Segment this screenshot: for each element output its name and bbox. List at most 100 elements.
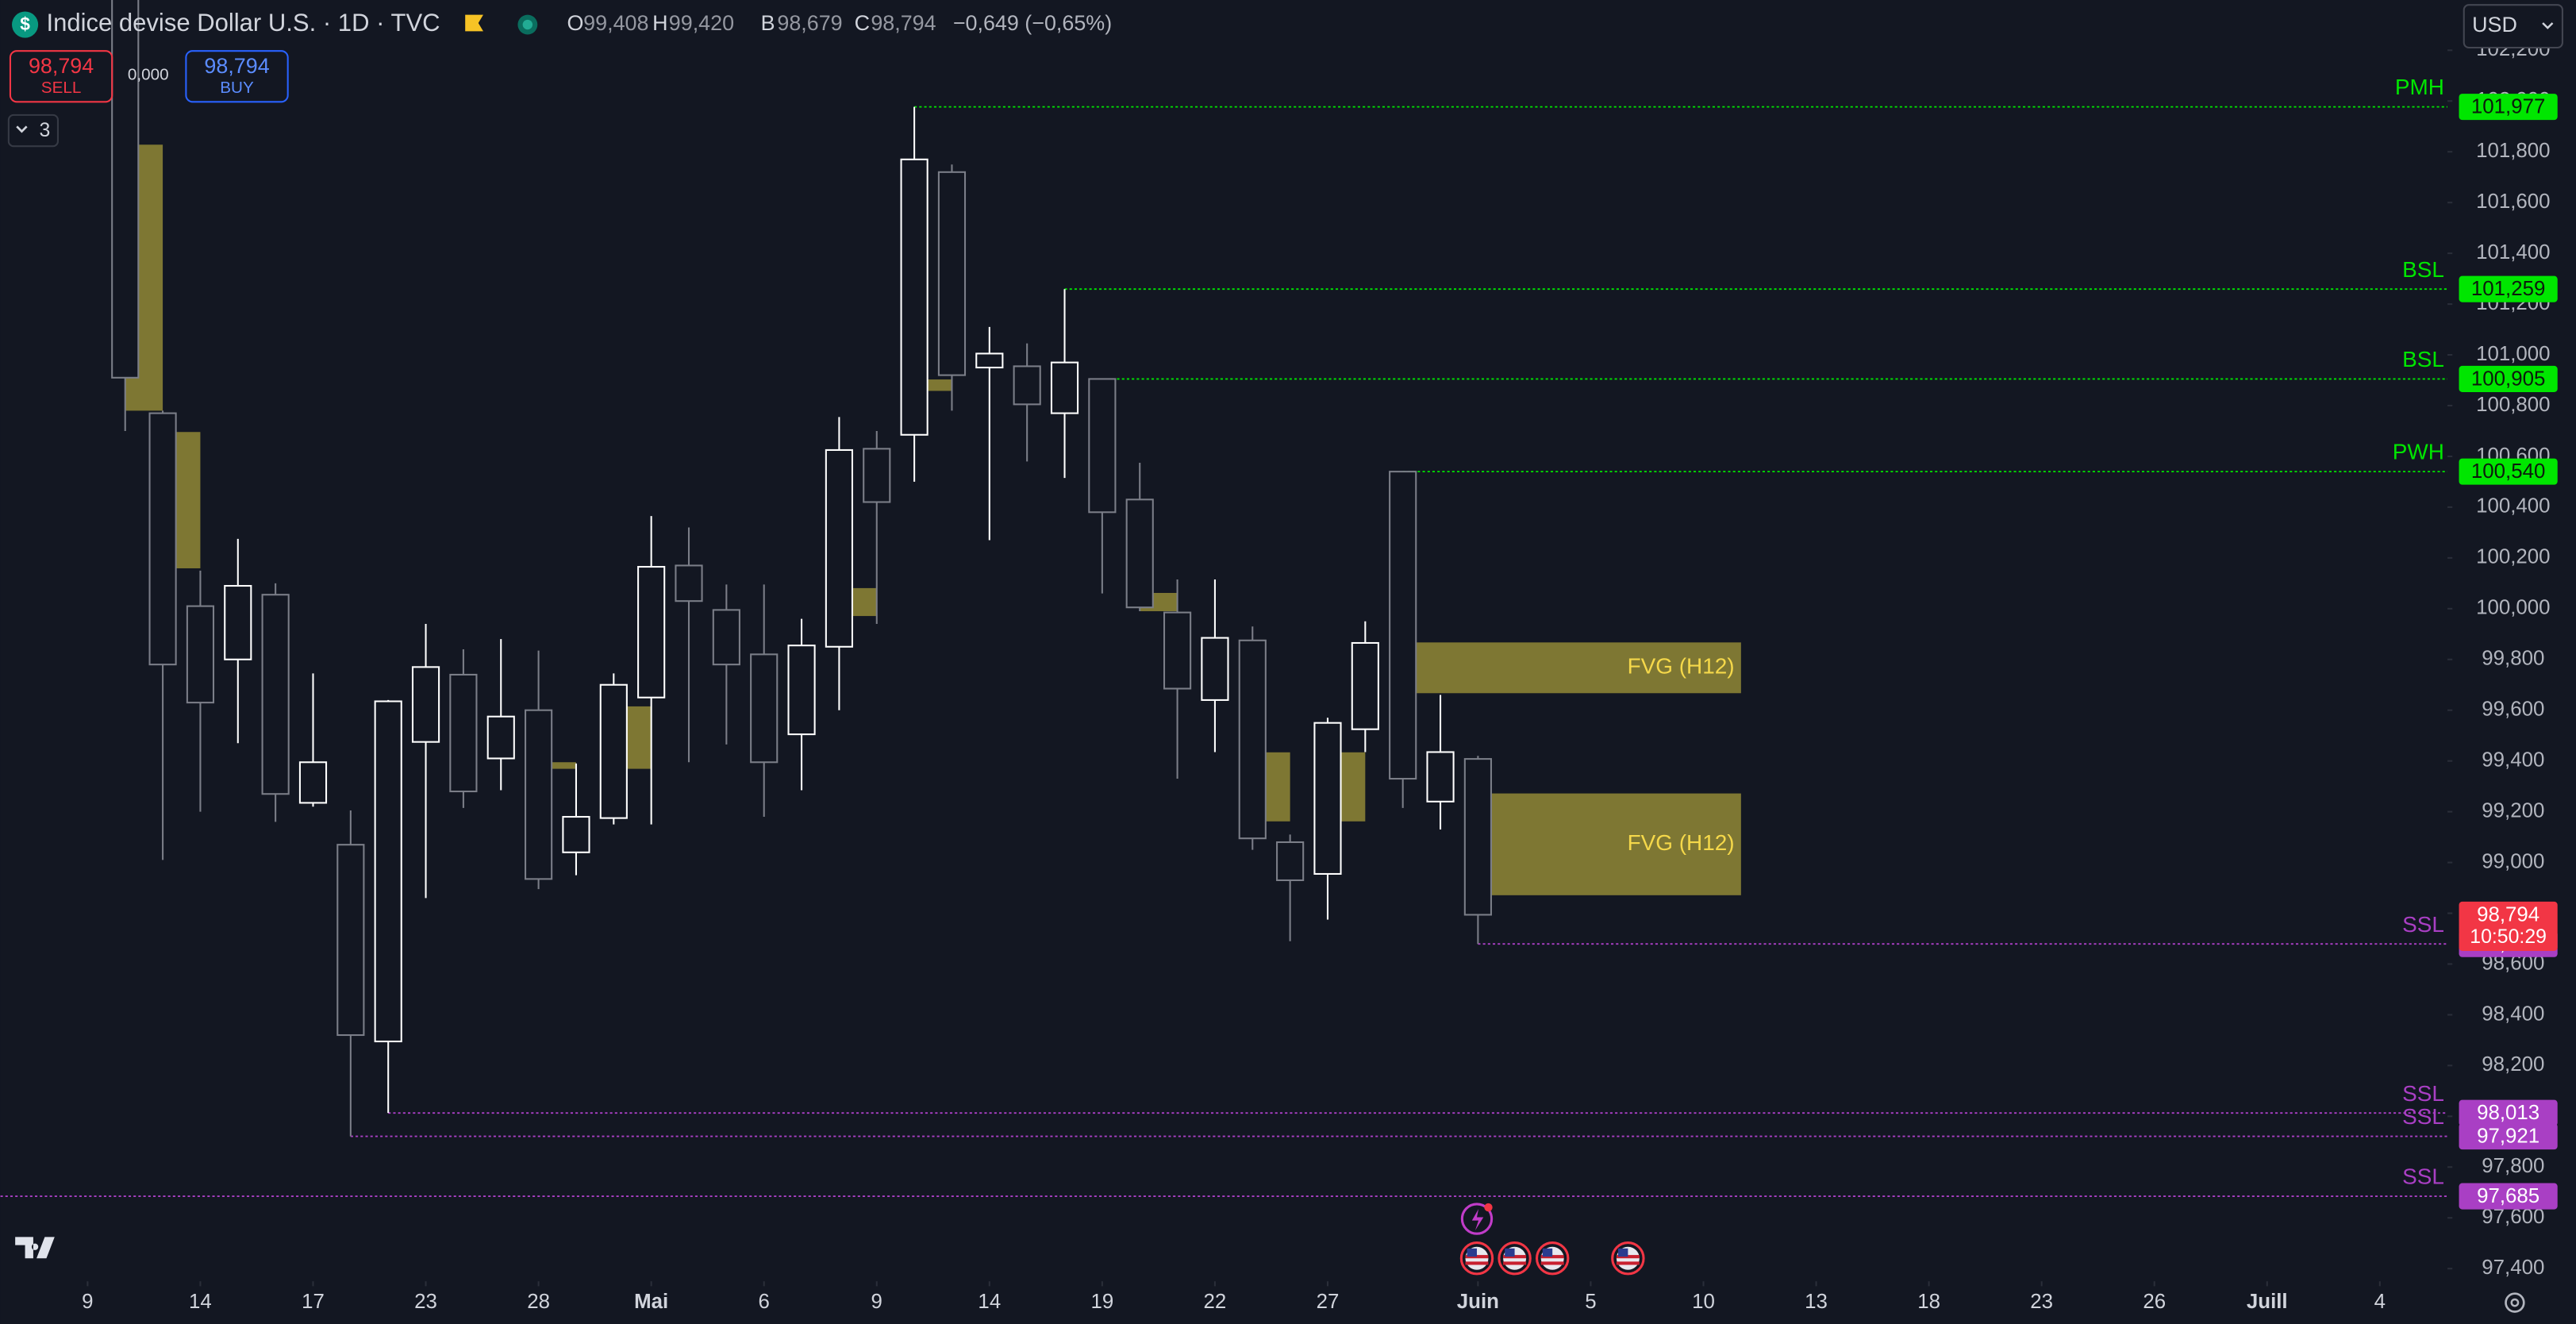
sell-button[interactable] [9,50,113,103]
x-tick-label: 27 [1317,1291,1340,1313]
candle-body [148,412,177,666]
flag-icon[interactable] [465,14,483,32]
candle-body [1238,639,1267,840]
y-tick-label: 100,800 [2476,394,2550,416]
settings-icon-inner [2510,1298,2520,1307]
level-name: SSL [2402,1081,2444,1106]
level-name: PWH [2393,440,2444,464]
overlay: 97,40097,60097,80098,00098,20098,40098,6… [82,38,2558,1313]
y-tick-label: 99,400 [2482,749,2544,771]
candle-body [336,844,365,1037]
x-tick-label: 9 [82,1291,93,1313]
tradingview-logo[interactable] [15,1237,55,1259]
candle-body [637,566,666,699]
fvg-zone [1402,642,1741,694]
candle-body [900,158,929,436]
symbol-icon [12,11,39,38]
y-tick-label: 100,200 [2476,546,2550,568]
candle-body [599,683,628,819]
buy-button[interactable] [185,50,289,103]
level-tag-label: 101,977 [2471,95,2545,117]
symbol-icon-glyph: $ [20,13,30,34]
level-tag [2459,458,2558,485]
level-tag [2459,94,2558,121]
ohlc-key: C [855,11,870,35]
candle-body [1088,378,1117,514]
ohlc-value: 99,408 [583,11,648,35]
level-tag-label: 97,921 [2477,1125,2539,1147]
level-name: BSL [2402,347,2444,371]
candle-body [1013,365,1041,406]
economic-events[interactable] [1459,1241,1645,1276]
candle-body [449,673,478,793]
x-tick-label: Juin [1457,1291,1499,1313]
level-tag-label: 100,905 [2471,368,2545,390]
candle-body [261,594,290,795]
candle-body [1313,722,1342,875]
x-tick-label: 6 [759,1291,770,1313]
x-tick-label: 18 [1917,1291,1940,1313]
candle-body [562,815,590,853]
candle-body [525,709,553,880]
spread: 0,000 [128,66,169,84]
candle-body [675,564,703,602]
x-tick-label: 22 [1204,1291,1227,1313]
y-tick-label: 101,600 [2476,191,2550,213]
candle-body [374,700,402,1043]
level-name: SSL [2402,912,2444,937]
event-glyph [1471,1209,1484,1231]
x-tick-label: 5 [1585,1291,1596,1313]
level-name: BSL [2402,257,2444,282]
ohlc-value: 98,679 [777,11,842,35]
settings-icon[interactable] [2505,1292,2525,1313]
x-tick-label: 28 [527,1291,550,1313]
y-tick-label: 99,000 [2482,850,2544,872]
candle-body [1426,751,1455,802]
candle-body [411,666,440,743]
candle-body [224,584,252,660]
x-tick-label: 17 [302,1291,325,1313]
candle-body [787,645,816,736]
level-tag-label: 101,259 [2471,278,2545,300]
countdown: 10:50:29 [2470,926,2547,948]
candle-body [111,0,140,379]
indicators-toggle[interactable] [7,114,59,148]
change: −0,649 (−0,65%) [953,11,1112,35]
x-tick-label: Mai [634,1291,668,1313]
last-price-tag [2459,901,2558,951]
level-tag [2459,1099,2558,1126]
y-tick-label: 99,800 [2482,648,2544,670]
y-tick-label: 98,400 [2482,1003,2544,1025]
y-tick-label: 100,000 [2476,597,2550,619]
level-tag-label: 98,013 [2477,1102,2539,1124]
y-tick-label: 97,800 [2482,1155,2544,1177]
sell-label: SELL [41,79,82,97]
ohlc-value: 99,420 [669,11,734,35]
y-tick-label: 101,400 [2476,241,2550,264]
symbol-title[interactable]: Indice devise Dollar U.S. · 1D · TVC [46,9,440,37]
x-tick-label: 10 [1692,1291,1715,1313]
last-price-label: 98,794 [2477,903,2539,926]
y-tick-label: 97,600 [2482,1206,2544,1228]
y-tick-label: 101,800 [2476,140,2550,162]
level-name: PMH [2395,75,2444,99]
candle-body [1125,498,1154,609]
currency-select[interactable] [2463,4,2563,49]
buy-label: BUY [220,79,254,97]
ohlc-value: 98,794 [871,11,936,35]
event-icon[interactable] [1460,1203,1494,1235]
candle-body [750,653,779,764]
fvg-label: FVG (H12) [1628,830,1735,855]
fvg-zone [538,762,576,769]
level-tag-label: 100,540 [2471,460,2545,483]
x-tick-label: 9 [871,1291,882,1313]
fvg-zone [1478,793,1741,895]
x-tick-label: 14 [978,1291,1001,1313]
status-dot-inner [522,19,533,30]
x-tick-label: 13 [1805,1291,1828,1313]
event-dot [1484,1203,1493,1212]
ohlc-legend: O 99,408 H 99,420 B 98,679 C 98,794 [567,11,936,35]
x-tick-label: 4 [2374,1291,2386,1313]
